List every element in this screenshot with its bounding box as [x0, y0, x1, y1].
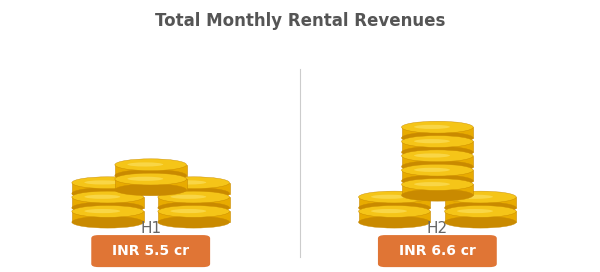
Ellipse shape: [85, 209, 120, 213]
Ellipse shape: [72, 202, 143, 214]
Bar: [401, 141, 473, 152]
Ellipse shape: [414, 153, 450, 157]
Ellipse shape: [72, 177, 143, 189]
Ellipse shape: [401, 132, 473, 144]
Bar: [359, 197, 430, 208]
Ellipse shape: [401, 146, 473, 158]
FancyBboxPatch shape: [91, 235, 210, 267]
Bar: [401, 184, 473, 195]
Ellipse shape: [72, 188, 143, 199]
Ellipse shape: [115, 159, 187, 171]
Ellipse shape: [72, 216, 143, 228]
Ellipse shape: [414, 182, 450, 186]
Ellipse shape: [359, 191, 430, 203]
Ellipse shape: [158, 216, 230, 228]
Ellipse shape: [445, 216, 516, 228]
Ellipse shape: [158, 191, 230, 203]
Ellipse shape: [401, 161, 473, 172]
Ellipse shape: [359, 216, 430, 228]
Ellipse shape: [401, 175, 473, 187]
Ellipse shape: [158, 205, 230, 217]
Bar: [401, 156, 473, 166]
Ellipse shape: [170, 195, 206, 199]
Bar: [401, 170, 473, 181]
Ellipse shape: [359, 205, 430, 217]
Ellipse shape: [85, 180, 120, 184]
Bar: [115, 179, 187, 190]
Ellipse shape: [401, 178, 473, 190]
Ellipse shape: [401, 189, 473, 201]
Ellipse shape: [127, 162, 163, 166]
Ellipse shape: [414, 125, 450, 129]
Text: INR 5.5 cr: INR 5.5 cr: [112, 244, 189, 258]
Bar: [72, 211, 143, 222]
Ellipse shape: [115, 184, 187, 196]
Ellipse shape: [445, 191, 516, 203]
Bar: [401, 127, 473, 138]
Text: INR 6.6 cr: INR 6.6 cr: [399, 244, 476, 258]
Text: H2: H2: [427, 221, 448, 236]
Bar: [158, 183, 230, 193]
FancyBboxPatch shape: [378, 235, 497, 267]
Ellipse shape: [158, 177, 230, 189]
Ellipse shape: [457, 195, 493, 199]
Ellipse shape: [457, 209, 493, 213]
Ellipse shape: [445, 205, 516, 217]
Ellipse shape: [170, 180, 206, 184]
Ellipse shape: [401, 150, 473, 162]
Ellipse shape: [158, 202, 230, 214]
Ellipse shape: [158, 188, 230, 199]
Ellipse shape: [445, 202, 516, 214]
Ellipse shape: [401, 164, 473, 176]
Bar: [72, 197, 143, 208]
Text: H1: H1: [140, 221, 161, 236]
Bar: [115, 165, 187, 175]
Ellipse shape: [72, 191, 143, 203]
Ellipse shape: [127, 177, 163, 181]
Ellipse shape: [414, 139, 450, 143]
Ellipse shape: [115, 173, 187, 185]
Ellipse shape: [72, 205, 143, 217]
Ellipse shape: [414, 168, 450, 172]
Ellipse shape: [359, 202, 430, 214]
Ellipse shape: [371, 195, 407, 199]
Ellipse shape: [401, 135, 473, 147]
Text: Total Monthly Rental Revenues: Total Monthly Rental Revenues: [155, 12, 445, 30]
Ellipse shape: [401, 121, 473, 133]
Bar: [445, 211, 516, 222]
Ellipse shape: [85, 195, 120, 199]
Bar: [445, 197, 516, 208]
Bar: [359, 211, 430, 222]
Bar: [158, 211, 230, 222]
Ellipse shape: [115, 170, 187, 181]
Bar: [158, 197, 230, 208]
Ellipse shape: [371, 209, 407, 213]
Bar: [72, 183, 143, 193]
Ellipse shape: [170, 209, 206, 213]
